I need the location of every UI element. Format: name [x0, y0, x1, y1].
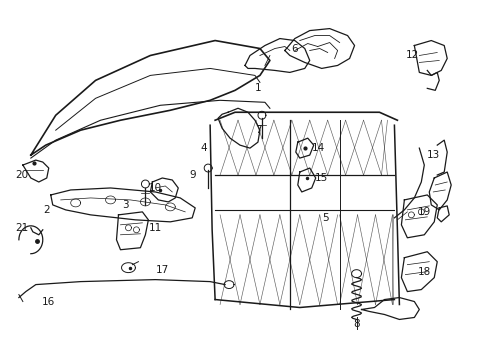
- Text: 2: 2: [43, 205, 50, 215]
- Text: 15: 15: [314, 173, 327, 183]
- Text: 6: 6: [291, 44, 298, 54]
- Text: 8: 8: [352, 319, 359, 329]
- Text: 4: 4: [200, 143, 206, 153]
- Text: 20: 20: [15, 170, 28, 180]
- Text: 9: 9: [189, 170, 196, 180]
- Text: 14: 14: [311, 143, 325, 153]
- Text: 10: 10: [148, 183, 161, 193]
- Text: 21: 21: [15, 223, 28, 233]
- Text: 1: 1: [254, 84, 261, 93]
- Text: 18: 18: [416, 267, 430, 276]
- Text: 17: 17: [155, 265, 168, 275]
- Text: 13: 13: [427, 150, 440, 160]
- Text: 19: 19: [416, 207, 430, 217]
- Text: 5: 5: [321, 213, 327, 223]
- Text: 12: 12: [405, 50, 418, 60]
- Text: 7: 7: [254, 125, 261, 135]
- Text: 16: 16: [42, 297, 55, 306]
- Text: 3: 3: [122, 200, 128, 210]
- Text: 11: 11: [148, 223, 162, 233]
